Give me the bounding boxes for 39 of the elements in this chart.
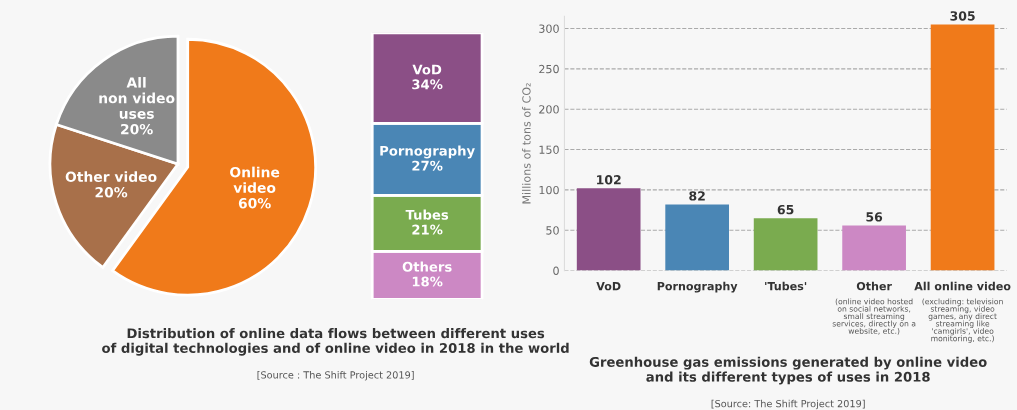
y-tick-label: 100 bbox=[539, 185, 559, 195]
y-tick-label: 250 bbox=[539, 64, 559, 74]
x-tick-label: Pornography bbox=[657, 281, 738, 293]
data-label: 56 bbox=[866, 212, 883, 222]
slice-label: Online video bbox=[230, 166, 280, 193]
text: [Source : The Shift Project 2019] bbox=[257, 371, 414, 381]
y-axis-title: Millions of tons of CO₂ bbox=[522, 83, 531, 204]
slice-label: All non video uses bbox=[99, 77, 175, 119]
y-tick-label: 0 bbox=[553, 266, 559, 275]
text: Distribution of online data flows between different uses of digital technologies and of online video in 2018 in the world bbox=[102, 328, 569, 356]
bar bbox=[930, 24, 995, 271]
data-label: 102 bbox=[597, 175, 621, 185]
data-label: 60% bbox=[238, 197, 271, 209]
data-label: 65 bbox=[777, 204, 794, 215]
data-label: 21% bbox=[412, 224, 443, 235]
x-tick-label: 'Tubes' bbox=[765, 281, 807, 291]
bar bbox=[753, 218, 818, 271]
data-label: 305 bbox=[950, 11, 975, 21]
data-label: 20% bbox=[95, 187, 128, 198]
y-tick-label: 300 bbox=[539, 24, 559, 33]
data-label: 82 bbox=[689, 191, 705, 201]
bar bbox=[665, 204, 730, 271]
text: [Source: The Shift Project 2019] bbox=[711, 399, 865, 410]
y-tick-label: 50 bbox=[546, 226, 559, 235]
text: Greenhouse gas emissions generated by online video and its different types of uses in 2018 bbox=[589, 356, 987, 385]
x-tick-label: VoD bbox=[596, 282, 621, 291]
slice-label: Other video bbox=[65, 171, 157, 182]
series-label: VoD bbox=[412, 64, 442, 75]
bar bbox=[842, 225, 906, 271]
y-tick-label: 200 bbox=[539, 105, 559, 114]
data-label: 34% bbox=[412, 79, 443, 90]
data-label: 18% bbox=[412, 276, 443, 287]
data-label: 27% bbox=[412, 160, 443, 171]
bar bbox=[576, 188, 641, 271]
data-label: 20% bbox=[121, 123, 153, 135]
series-label: Pornography bbox=[380, 145, 475, 159]
series-label: Others bbox=[402, 261, 452, 272]
y-tick-label: 150 bbox=[539, 145, 559, 154]
series-label: Tubes bbox=[405, 209, 449, 220]
